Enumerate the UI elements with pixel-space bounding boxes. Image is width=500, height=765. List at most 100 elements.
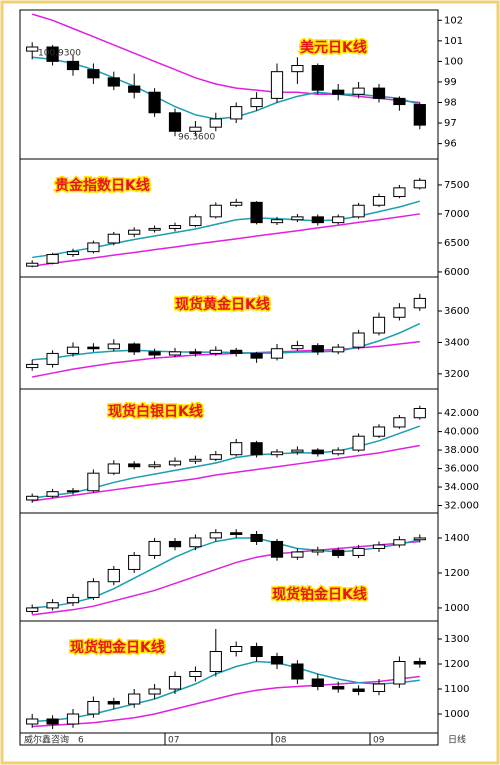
candle-body [189, 671, 202, 677]
candle-body [291, 216, 304, 221]
candle-body [393, 97, 406, 106]
candle-body [372, 426, 386, 437]
candle-body [168, 351, 182, 356]
candle-body [168, 540, 182, 548]
candle-body [230, 442, 243, 456]
candle-body [413, 297, 426, 309]
y-tick-label: 101 [444, 36, 463, 47]
candle-body [413, 537, 426, 541]
y-tick-label: 1400 [444, 533, 469, 544]
candle-body [209, 118, 222, 128]
candle-body [107, 343, 120, 350]
candle-body [148, 540, 161, 556]
candle-body [332, 216, 345, 224]
candle-body [393, 307, 406, 318]
candle-body [107, 463, 120, 474]
y-tick-label: 7000 [444, 209, 469, 220]
y-tick-label: 3600 [444, 306, 469, 317]
candle-body [291, 663, 304, 680]
candle-body [26, 363, 39, 369]
y-tick-label: 96 [444, 139, 457, 150]
candle-body [46, 718, 59, 725]
candle-body [66, 490, 80, 493]
candle-body [291, 551, 304, 558]
y-tick-label: 40.000 [444, 427, 479, 438]
candle-body [66, 596, 80, 604]
y-tick-label: 1300 [444, 634, 469, 645]
candle-body [270, 451, 284, 456]
candle-body [352, 204, 365, 218]
candle-body [87, 581, 100, 598]
candle-body [87, 472, 100, 492]
candle-body [148, 351, 161, 356]
candle-body [372, 196, 386, 206]
x-end-label: 日线 [448, 734, 466, 746]
candle-body [107, 701, 120, 705]
annotation: 100.9300 [38, 49, 81, 59]
y-tick-label: 7500 [444, 180, 469, 191]
candle-body [107, 77, 120, 87]
candle-body [413, 661, 426, 665]
candle-body [66, 346, 80, 354]
plot-frame [19, 9, 439, 746]
candle-body [250, 533, 263, 542]
x-source: 威尔鑫咨询 [24, 734, 69, 746]
candle-body [107, 233, 120, 244]
candle-body [26, 262, 39, 267]
candle-body [311, 449, 324, 455]
candle-body [270, 348, 284, 359]
candle-body [270, 219, 284, 224]
candle-body [372, 544, 386, 549]
candle-body [46, 352, 59, 365]
moving-average [32, 540, 420, 616]
candle-body [332, 89, 345, 95]
candle-body [87, 346, 100, 350]
candle-body [291, 65, 304, 73]
moving-average [32, 322, 421, 361]
candle-body [413, 179, 426, 189]
candle-body [413, 407, 426, 419]
candle-body [168, 460, 182, 466]
y-tick-label: 99 [444, 77, 457, 88]
y-tick-label: 1200 [444, 659, 469, 670]
candle-body [270, 540, 284, 558]
y-tick-label: 42.000 [444, 408, 479, 419]
candle-body [46, 602, 59, 609]
candle-body [250, 201, 263, 224]
moving-average [31, 13, 420, 104]
y-tick-label: 1000 [444, 709, 469, 720]
moving-average [32, 675, 420, 728]
candle-body [332, 686, 345, 690]
candle-body [230, 201, 243, 206]
y-tick-label: 32.000 [444, 501, 479, 512]
candle-body [66, 713, 80, 725]
y-tick-label: 6000 [444, 267, 469, 278]
candle-body [26, 718, 39, 725]
y-tick-label: 34.000 [444, 482, 479, 493]
candle-body [46, 46, 59, 62]
panel-title: 美元日K线 [300, 39, 367, 56]
candle-body [250, 646, 263, 657]
x-tick-label: 6 [78, 736, 84, 746]
panel-title: 现货铂金日K线 [272, 586, 367, 603]
panel-title: 贵金指数日K线 [55, 177, 150, 194]
candle-body [291, 345, 304, 350]
candle-body [209, 532, 222, 539]
candle-body [148, 91, 161, 114]
y-tick-label: 38.000 [444, 445, 479, 456]
candle-body [352, 547, 365, 556]
annotation: 96.3600 [178, 133, 215, 143]
candle-body [26, 495, 39, 501]
candle-body [87, 69, 100, 79]
candle-body [311, 549, 324, 553]
candle-body [311, 345, 324, 353]
y-tick-label: 100 [444, 56, 463, 67]
candle-body [311, 65, 324, 91]
moving-average [32, 213, 420, 267]
y-tick-label: 102 [444, 15, 463, 26]
candle-body [209, 349, 222, 354]
panel-title: 现货钯金日K线 [70, 639, 165, 656]
candle-body [87, 242, 100, 253]
candle-body [352, 87, 365, 95]
candle-body [26, 46, 39, 52]
